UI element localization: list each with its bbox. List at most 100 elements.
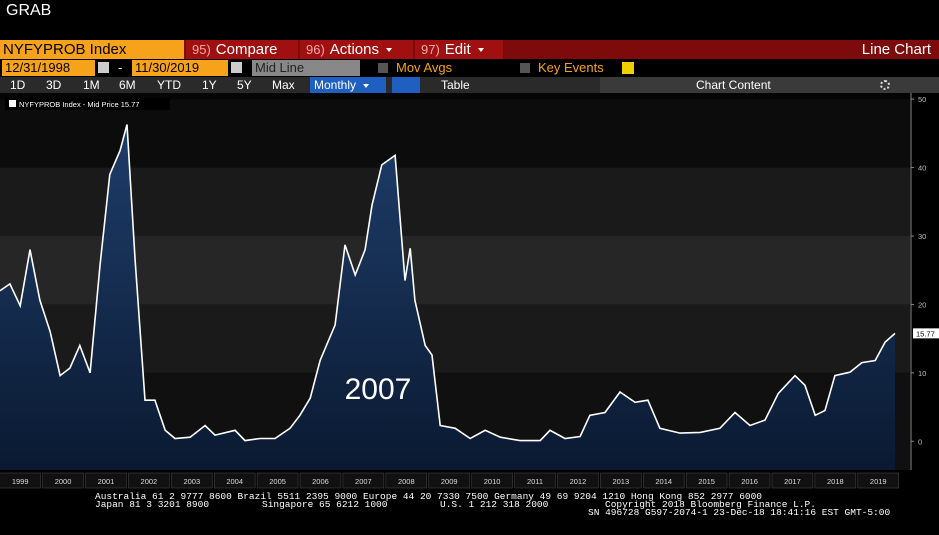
checkbox[interactable] [520, 63, 530, 73]
annotation: 2007 [345, 373, 412, 406]
x-tick-label: 2006 [312, 477, 329, 486]
y-tick-label: 0 [918, 437, 922, 446]
range-button[interactable]: 1D [10, 78, 26, 92]
x-tick-box [685, 472, 728, 489]
x-tick-box [256, 472, 299, 489]
x-tick-box [0, 472, 41, 489]
x-tick-label: 2007 [355, 477, 372, 486]
y-tick-label: 50 [918, 95, 926, 104]
legend-swatch [9, 100, 16, 107]
x-tick-box [128, 472, 170, 489]
band [0, 93, 910, 100]
x-tick-label: 2014 [655, 477, 672, 486]
key-events[interactable]: Key Events [538, 60, 604, 75]
chart-icon[interactable] [392, 77, 420, 93]
range-button[interactable]: 6M [119, 78, 136, 92]
legend-text: NYFYPROB Index - Mid Price 15.77 [19, 100, 139, 109]
dropdown-arrow [386, 48, 392, 53]
axis-panel [910, 93, 939, 470]
y-tick-label: 10 [918, 369, 926, 378]
y-tick-label: 30 [918, 232, 926, 241]
range-button[interactable]: 5Y [237, 78, 252, 92]
menu-number: 96) [306, 42, 325, 57]
chart-content-button[interactable]: Chart Content [696, 78, 771, 92]
x-tick-box [385, 472, 428, 489]
x-tick-box [171, 472, 213, 489]
x-tick-box [642, 472, 685, 489]
footer-text: Japan 81 3 3201 8900 [95, 499, 210, 510]
x-tick-box [299, 472, 342, 489]
frequency-select[interactable]: Monthly [310, 77, 386, 93]
x-tick-box [342, 472, 385, 489]
band [0, 236, 910, 305]
x-tick-label: 2018 [827, 477, 844, 486]
x-tick-label: 2013 [612, 477, 629, 486]
x-tick-label: 1999 [12, 477, 29, 486]
menu-number: 97) [421, 42, 440, 57]
last-value-badge [913, 328, 939, 339]
window-title: GRAB [6, 2, 52, 19]
range-bar [0, 77, 600, 93]
x-tick-label: 2017 [784, 477, 801, 486]
x-tick-label: 2011 [527, 477, 543, 486]
x-tick-box [728, 472, 771, 489]
dropdown-arrow [477, 48, 484, 53]
range-button[interactable]: Max [272, 78, 295, 92]
y-tick-label: 40 [918, 164, 926, 173]
line-mode[interactable]: Mid Line [252, 60, 360, 76]
ticker-field[interactable]: NYFYPROB Index [0, 40, 184, 59]
x-tick-label: 2015 [698, 477, 715, 486]
x-tick-label: 2004 [226, 477, 243, 486]
x-tick-label: 2008 [398, 477, 415, 486]
x-tick-box [857, 472, 900, 489]
x-tick-label: 2012 [570, 477, 587, 486]
mov-avgs[interactable]: Mov Avgs [396, 60, 453, 75]
x-tick-box [771, 472, 814, 489]
band [0, 304, 910, 373]
x-tick-box [42, 472, 84, 489]
x-tick-label: 2005 [269, 477, 286, 486]
x-tick-label: 2001 [98, 477, 115, 486]
x-tick-box [557, 472, 599, 489]
footer-text: Australia 61 2 9777 8600 Brazil 5511 239… [95, 491, 763, 502]
frequency-label: Monthly [314, 78, 357, 92]
x-tick-box [85, 472, 127, 489]
x-tick-label: 2003 [183, 477, 200, 486]
x-tick-label: 2000 [55, 477, 72, 486]
info-icon[interactable] [622, 62, 634, 74]
checkbox[interactable] [378, 63, 388, 73]
menu-number: 95) [192, 42, 211, 57]
x-tick-label: 2010 [484, 477, 501, 486]
menu-button[interactable]: 96) Actions [300, 40, 413, 59]
x-tick-box [814, 472, 857, 489]
x-tick-box [471, 472, 513, 489]
settings-icon[interactable] [880, 80, 890, 90]
calendar-icon[interactable] [231, 62, 242, 73]
band [0, 167, 910, 236]
range-button[interactable]: YTD [157, 78, 181, 92]
x-tick-box [428, 472, 470, 489]
legend-box [5, 98, 170, 110]
range-button[interactable]: 3D [46, 78, 62, 92]
footer-text: Singapore 65 6212 1000 [262, 499, 388, 510]
start-date[interactable]: 12/31/1998 [2, 60, 95, 76]
menu-button[interactable]: 95) Compare [186, 40, 298, 59]
area [0, 124, 895, 470]
end-date[interactable]: 11/30/2019 [132, 60, 228, 76]
footer-text: U.S. 1 212 318 2000 [440, 499, 549, 510]
calendar-icon[interactable] [98, 62, 109, 73]
menu-button[interactable]: 97) Edit [415, 40, 503, 59]
content-bar [600, 77, 939, 93]
table-button[interactable]: Table [441, 78, 470, 92]
line [0, 124, 896, 442]
x-tick-label: 2016 [741, 477, 758, 486]
view-label: Line Chart [861, 41, 931, 58]
menu-label: Actions [329, 41, 379, 58]
footer-text: Copyright 2018 Bloomberg Finance L.P. [605, 499, 816, 510]
menu-label: Edit [444, 41, 471, 58]
range-button[interactable]: 1M [83, 78, 100, 92]
x-tick-box [213, 472, 256, 489]
chart: 0 10 20 30 40 50 15.77 1999 2000 2001 2002 2003 2004… [0, 93, 939, 490]
range-button[interactable]: 1Y [202, 78, 217, 92]
